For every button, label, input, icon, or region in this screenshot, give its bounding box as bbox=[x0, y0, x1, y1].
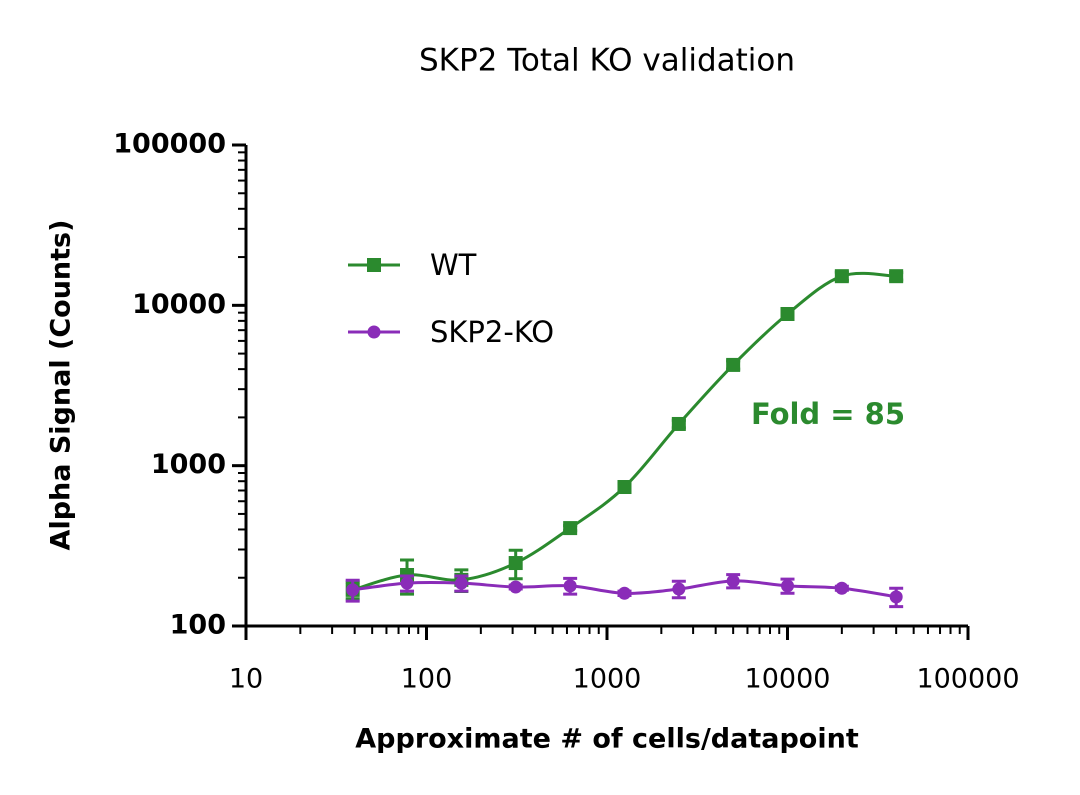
data-point bbox=[781, 579, 794, 593]
y-tick-label: 10000 bbox=[132, 289, 226, 320]
data-point bbox=[726, 574, 740, 588]
annotation: Fold = 85 bbox=[751, 397, 905, 431]
data-point bbox=[672, 582, 686, 596]
data-point bbox=[834, 269, 849, 284]
data-point bbox=[671, 416, 686, 431]
data-point bbox=[617, 586, 631, 600]
x-axis-label: Approximate # of cells/datapoint bbox=[355, 724, 859, 755]
y-tick-label: 100000 bbox=[113, 129, 226, 160]
data-point bbox=[889, 590, 903, 604]
y-tick-label: 100 bbox=[170, 610, 226, 641]
y-tick-label: 1000 bbox=[151, 449, 226, 480]
data-point bbox=[508, 556, 523, 571]
chart-title: SKP2 Total KO validation bbox=[419, 43, 795, 79]
data-point bbox=[563, 579, 577, 593]
data-point bbox=[726, 357, 741, 372]
data-point bbox=[780, 306, 795, 321]
legend-marker bbox=[367, 325, 381, 339]
data-point bbox=[400, 576, 414, 590]
x-tick-label: 100 bbox=[401, 664, 453, 695]
legend-label: SKP2-KO bbox=[430, 315, 554, 349]
data-point bbox=[509, 580, 523, 594]
data-point bbox=[454, 576, 468, 590]
x-tick-label: 100000 bbox=[916, 664, 1019, 695]
x-tick-label: 1000 bbox=[573, 664, 642, 695]
legend-marker bbox=[367, 258, 381, 272]
data-point bbox=[346, 583, 360, 597]
data-point bbox=[835, 581, 849, 595]
data-point bbox=[563, 521, 578, 536]
y-axis-label: Alpha Signal (Counts) bbox=[46, 220, 77, 551]
x-tick-label: 10 bbox=[229, 664, 263, 695]
data-point bbox=[617, 480, 632, 495]
legend-label: WT bbox=[430, 248, 477, 282]
data-point bbox=[889, 269, 904, 284]
x-tick-label: 10000 bbox=[745, 664, 831, 695]
